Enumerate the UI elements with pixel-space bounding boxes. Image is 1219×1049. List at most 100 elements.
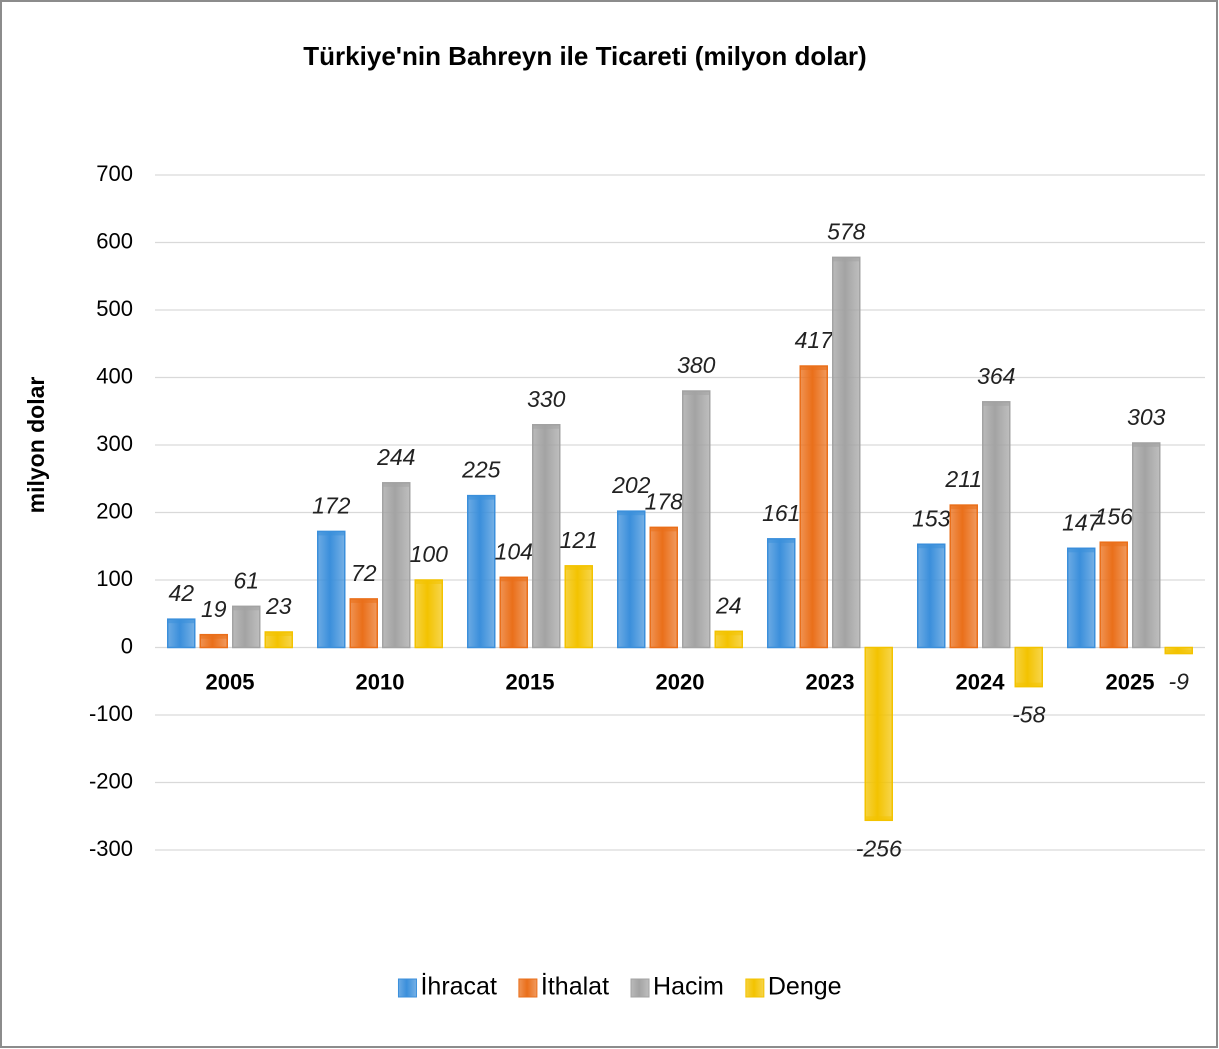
value-label: 156 — [1095, 503, 1134, 529]
bar — [382, 482, 411, 649]
value-label: 225 — [461, 457, 501, 483]
value-label: 100 — [410, 541, 449, 567]
value-label: 380 — [677, 352, 716, 378]
bar — [1099, 541, 1128, 649]
value-label: 172 — [312, 492, 351, 518]
y-tick-label: -300 — [89, 836, 133, 861]
value-label: 211 — [944, 466, 982, 492]
bar-cap — [682, 391, 710, 395]
bar — [1014, 646, 1043, 688]
bar — [317, 530, 346, 649]
bar-cap — [415, 580, 443, 584]
bar-cap — [767, 538, 795, 543]
bar — [1132, 442, 1161, 649]
legend-item: Hacim — [630, 973, 724, 1001]
bar-cap — [1015, 682, 1043, 687]
bar-cap — [1067, 548, 1095, 553]
legend-swatch — [745, 978, 765, 998]
bar — [767, 538, 796, 649]
x-tick-label: 2010 — [356, 669, 405, 694]
bar — [467, 494, 496, 649]
y-tick-label: 400 — [96, 363, 133, 388]
bar-cap — [317, 531, 345, 536]
x-tick-label: 2020 — [656, 669, 705, 694]
bar — [414, 579, 443, 649]
x-tick-label: 2024 — [956, 669, 1006, 694]
y-tick-label: 0 — [121, 633, 133, 658]
bar — [649, 526, 678, 649]
value-label: 153 — [912, 505, 951, 531]
y-tick-label: 300 — [96, 431, 133, 456]
bar — [499, 576, 528, 649]
legend-label: Hacim — [653, 973, 724, 1001]
value-label: 578 — [827, 218, 866, 244]
value-label: -9 — [1169, 669, 1190, 695]
bar-cap — [467, 495, 495, 500]
value-label: 161 — [762, 500, 800, 526]
value-label: 202 — [611, 472, 651, 498]
value-label: 417 — [795, 327, 835, 353]
bar-cap — [167, 619, 195, 624]
legend-swatch — [630, 978, 650, 998]
bar-cap — [865, 816, 893, 821]
x-tick-label: 2015 — [506, 669, 555, 694]
value-label: 178 — [645, 488, 684, 514]
bar-cap — [350, 598, 378, 603]
value-label: 19 — [201, 596, 227, 622]
legend-item: İhracat — [397, 972, 497, 1001]
y-tick-label: 600 — [96, 228, 133, 253]
x-tick-label: 2005 — [206, 669, 255, 694]
value-label: 104 — [495, 538, 533, 564]
y-tick-label: 700 — [96, 161, 133, 186]
value-label: 61 — [233, 567, 259, 593]
bar-cap — [1132, 442, 1160, 447]
y-tick-label: -200 — [89, 768, 133, 793]
value-label: -58 — [1012, 702, 1045, 728]
bar — [864, 646, 893, 822]
bar — [682, 390, 711, 649]
chart-title: Türkiye'nin Bahreyn ile Ticareti (milyon… — [303, 41, 866, 71]
y-tick-label: -100 — [89, 701, 133, 726]
bar-cap — [650, 527, 678, 532]
y-tick-label: 200 — [96, 498, 133, 523]
bar — [532, 424, 561, 649]
bar-cap — [1100, 542, 1128, 547]
bar-cap — [800, 366, 828, 371]
bar — [1067, 547, 1096, 649]
bar-cap — [715, 631, 743, 636]
bar — [832, 256, 861, 649]
value-label: 147 — [1062, 509, 1102, 535]
bar — [564, 565, 593, 649]
bar-cap — [500, 577, 528, 582]
legend-item: İthalat — [518, 972, 609, 1001]
bar — [799, 365, 828, 649]
bar-cap — [917, 544, 945, 549]
value-label: 303 — [1127, 404, 1166, 430]
bar-cap — [617, 511, 645, 516]
legend-label: Denge — [768, 973, 842, 1001]
bar-cap — [832, 257, 860, 262]
legend-swatch — [397, 978, 417, 998]
bar-cap — [1165, 649, 1193, 654]
bar-cap — [200, 634, 228, 639]
value-label: 121 — [560, 527, 598, 553]
legend: İhracat İthalat Hacim Denge — [397, 972, 842, 1001]
bar — [917, 543, 946, 649]
legend-swatch — [518, 978, 538, 998]
value-label: 364 — [977, 363, 1015, 389]
value-label: 23 — [265, 593, 292, 619]
bar — [949, 504, 978, 649]
legend-item: Denge — [745, 973, 842, 1001]
bar-cap — [565, 565, 593, 570]
bar — [982, 401, 1011, 649]
legend-label: İthalat — [541, 972, 609, 1001]
y-tick-label: 100 — [96, 566, 133, 591]
x-tick-label: 2023 — [806, 669, 855, 694]
y-tick-label: 500 — [96, 296, 133, 321]
bar — [617, 510, 646, 649]
bar-cap — [532, 424, 560, 429]
bar — [167, 618, 196, 649]
value-label: 72 — [351, 560, 377, 586]
